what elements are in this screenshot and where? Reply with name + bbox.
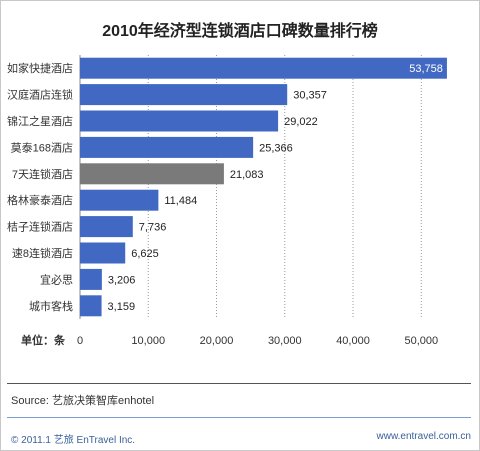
bar [80, 110, 279, 132]
category-label: 宜必思 [40, 272, 73, 286]
category-label: 城市客栈 [29, 299, 73, 313]
category-label: 莫泰168酒店 [11, 140, 73, 154]
bar [80, 57, 447, 79]
bar [80, 216, 133, 238]
bar [80, 242, 126, 264]
bar [80, 295, 102, 317]
x-tick-label: 50,000 [404, 335, 438, 347]
source-divider [7, 383, 471, 384]
x-tick-label: 30,000 [268, 335, 302, 347]
unit-label: 单位：条 [21, 333, 66, 347]
x-tick-label: 20,000 [200, 335, 234, 347]
footer-divider [7, 417, 471, 418]
x-tick-label: 40,000 [336, 335, 370, 347]
category-label: 如家快捷酒店 [7, 61, 73, 75]
category-label: 锦江之星酒店 [7, 114, 73, 128]
bar [80, 268, 102, 290]
bar [80, 136, 254, 158]
value-label: 25,366 [259, 142, 293, 154]
value-label: 11,484 [164, 195, 197, 207]
category-label: 桔子连锁酒店 [7, 220, 73, 234]
category-label: 7天连锁酒店 [12, 167, 73, 181]
value-label: 7,736 [139, 222, 167, 234]
copyright-text: © 2011.1 艺旅 EnTravel Inc. [11, 435, 136, 446]
category-label: 格林豪泰酒店 [7, 193, 73, 207]
bar [80, 189, 159, 211]
chart-title: 2010年经济型连锁酒店口碑数量排行榜 [102, 23, 378, 40]
x-tick-label: 10,000 [131, 335, 165, 347]
value-label: 21,083 [230, 169, 264, 181]
value-label: 6,625 [131, 248, 159, 260]
x-tick-label: 0 [77, 335, 83, 347]
source-text: Source: 艺旅决策智库enhotel [11, 395, 155, 407]
category-label: 速8连锁酒店 [12, 246, 73, 260]
website-link[interactable]: www.entravel.com.cn [376, 431, 471, 442]
value-label: 3,159 [108, 301, 136, 313]
value-label: 53,758 [409, 63, 443, 75]
value-label: 3,206 [108, 274, 136, 286]
bar [80, 163, 224, 185]
bar [80, 84, 288, 106]
bar-chart: 如家快捷酒店 53,758 汉庭酒店连锁 30,357 锦江之星酒店 29,022 莫泰16… [7, 55, 447, 347]
category-label: 汉庭酒店连锁 [7, 88, 73, 102]
value-label: 29,022 [284, 116, 318, 128]
value-label: 30,357 [293, 90, 327, 102]
